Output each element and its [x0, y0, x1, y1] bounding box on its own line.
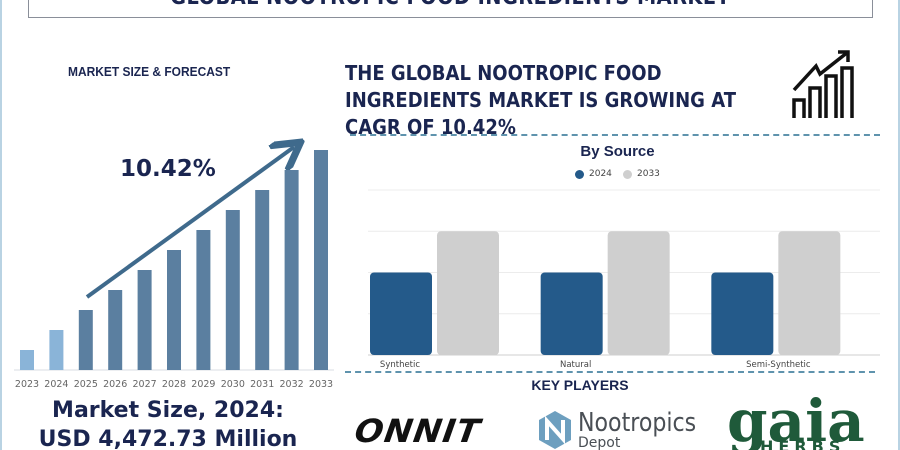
legend-label-2033: 2033	[637, 169, 660, 179]
by-source-title: By Source	[580, 143, 655, 160]
bar-synthetic-2033	[437, 231, 499, 355]
bar-2030	[225, 210, 240, 370]
bar-2032	[284, 170, 299, 370]
market-size-heading: MARKET SIZE & FORECAST	[68, 64, 231, 79]
bar-2026	[108, 290, 123, 370]
market-forecast-chart: 2023 2024 2025 2026 2027 2028 2029 2030 2031 2032…	[14, 130, 334, 390]
bar-2029	[196, 230, 211, 370]
logo-gaia-herbs-sub: HERBS	[760, 437, 846, 450]
x-tick-2030: 2030	[221, 379, 245, 390]
nootropics-depot-name: Nootropics	[578, 408, 697, 438]
bar-synthetic-2024	[370, 272, 432, 355]
by-source-chart: Synthetic Natural Semi-Synthetic	[368, 189, 880, 370]
market-size-label: Market Size, 2024:	[52, 398, 284, 423]
bar-2031	[255, 190, 270, 370]
x-tick-2027: 2027	[133, 379, 157, 390]
page-title: GLOBAL NOOTROPIC FOOD INGREDIENTS MARKET	[170, 0, 730, 11]
growth-arrow	[85, 147, 294, 299]
x-tick-2026: 2026	[103, 379, 127, 390]
bar-2027	[137, 270, 152, 370]
x-tick-natural: Natural	[560, 360, 591, 370]
x-tick-2029: 2029	[191, 379, 215, 390]
bar-semi-synthetic-2033	[778, 231, 841, 355]
bar-2028	[167, 250, 181, 370]
x-tick-semi-synthetic: Semi-Synthetic	[746, 360, 811, 370]
frame-left	[0, 0, 2, 450]
bar-natural-2024	[540, 272, 603, 355]
bar-2033	[314, 150, 328, 370]
x-tick-2028: 2028	[162, 379, 186, 390]
headline: THE GLOBAL NOOTROPIC FOOD INGREDIENTS MA…	[345, 61, 737, 139]
x-tick-2024: 2024	[44, 379, 68, 390]
bar-2023	[20, 350, 34, 370]
nootropics-depot-mark-icon	[539, 411, 571, 449]
divider-bottom	[345, 371, 875, 373]
cagr-label: 10.42%	[120, 156, 216, 182]
bar-2024	[49, 330, 64, 370]
x-tick-2031: 2031	[250, 379, 274, 390]
x-tick-synthetic: Synthetic	[380, 360, 420, 370]
nootropics-depot-sub: Depot	[578, 435, 621, 450]
legend-2024: 2024	[575, 169, 612, 179]
legend-label-2024: 2024	[589, 169, 612, 179]
logo-gaia-herbs: gaia	[727, 387, 865, 450]
x-tick-2025: 2025	[74, 379, 98, 390]
divider-top	[350, 134, 880, 136]
frame-right	[898, 0, 900, 450]
market-size-value: USD 4,472.73 Million	[38, 427, 298, 450]
legend-swatch-2024	[575, 169, 584, 179]
logo-onnit: ONNIT	[352, 412, 484, 450]
x-tick-2023: 2023	[15, 379, 39, 390]
legend-2033: 2033	[623, 169, 660, 179]
bar-chart-rising-arrow-icon	[792, 50, 854, 118]
key-players-heading: KEY PLAYERS	[531, 377, 629, 393]
title-box: GLOBAL NOOTROPIC FOOD INGREDIENTS MARKET	[28, 0, 873, 18]
x-tick-2033: 2033	[309, 379, 333, 390]
bar-2025	[78, 310, 93, 370]
x-tick-2032: 2032	[280, 379, 304, 390]
bar-semi-synthetic-2024	[711, 272, 774, 355]
logo-nootropics-depot: Nootropics Depot	[538, 408, 708, 450]
legend-swatch-2033	[623, 169, 632, 179]
bar-natural-2033	[607, 231, 670, 355]
